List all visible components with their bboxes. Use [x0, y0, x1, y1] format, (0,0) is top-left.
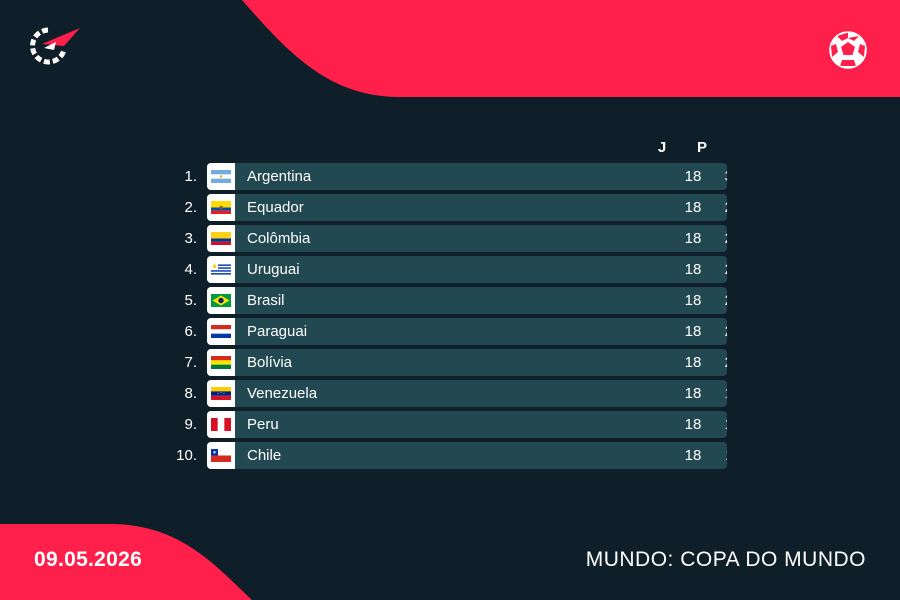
column-header-played: J	[657, 139, 667, 156]
standings-table: 1. Argentina 18 38 2. Equador 18 29 3. C…	[170, 163, 730, 473]
bottom-accent-shape	[0, 524, 252, 600]
venezuela-flag-icon	[207, 380, 235, 407]
points: 18	[717, 380, 727, 407]
games-played: 18	[684, 230, 702, 247]
games-played: 18	[684, 447, 702, 464]
brazil-flag-icon	[207, 287, 235, 314]
table-row[interactable]: 6. Paraguai 18 28	[170, 318, 730, 345]
points: 28	[717, 287, 727, 314]
games-played: 18	[684, 385, 702, 402]
games-played: 18	[684, 354, 702, 371]
games-played: 18	[684, 261, 702, 278]
points: 28	[717, 318, 727, 345]
points: 29	[717, 194, 727, 221]
rank-number: 3.	[184, 230, 197, 247]
row-bar: Bolívia 18 20	[207, 349, 727, 376]
rank-number: 6.	[184, 323, 197, 340]
uruguay-flag-icon	[207, 256, 235, 283]
table-row[interactable]: 7. Bolívia 18 20	[170, 349, 730, 376]
row-bar: Argentina 18 38	[207, 163, 727, 190]
rank-number: 4.	[184, 261, 197, 278]
points: 38	[717, 163, 727, 190]
rank-number: 8.	[184, 385, 197, 402]
row-bar: Uruguai 18 28	[207, 256, 727, 283]
table-row[interactable]: 2. Equador 18 29	[170, 194, 730, 221]
table-row[interactable]: 5. Brasil 18 28	[170, 287, 730, 314]
row-bar: Peru 18 12	[207, 411, 727, 438]
team-name: Paraguai	[247, 323, 308, 340]
ecuador-flag-icon	[207, 194, 235, 221]
row-bar: Venezuela 18 18	[207, 380, 727, 407]
table-row[interactable]: 4. Uruguai 18 28	[170, 256, 730, 283]
chile-flag-icon	[207, 442, 235, 469]
colombia-flag-icon	[207, 225, 235, 252]
table-row[interactable]: 10. Chile 18 11	[170, 442, 730, 469]
team-name: Uruguai	[247, 261, 300, 278]
row-bar: Colômbia 18 28	[207, 225, 727, 252]
points: 12	[717, 411, 727, 438]
rank-number: 5.	[184, 292, 197, 309]
soccer-ball-icon	[829, 31, 867, 69]
row-bar: Equador 18 29	[207, 194, 727, 221]
team-name: Brasil	[247, 292, 285, 309]
flashscore-logo-icon[interactable]	[28, 26, 82, 66]
rank-number: 10.	[176, 447, 197, 464]
row-bar: Brasil 18 28	[207, 287, 727, 314]
paraguay-flag-icon	[207, 318, 235, 345]
points: 28	[717, 256, 727, 283]
team-name: Venezuela	[247, 385, 318, 402]
team-name: Chile	[247, 447, 282, 464]
team-name: Argentina	[247, 168, 312, 185]
row-bar: Paraguai 18 28	[207, 318, 727, 345]
team-name: Peru	[247, 416, 279, 433]
table-row[interactable]: 3. Colômbia 18 28	[170, 225, 730, 252]
table-row[interactable]: 1. Argentina 18 38	[170, 163, 730, 190]
competition-name: MUNDO: COPA DO MUNDO	[585, 548, 866, 571]
team-name: Colômbia	[247, 230, 311, 247]
games-played: 18	[684, 416, 702, 433]
argentina-flag-icon	[207, 163, 235, 190]
bolivia-flag-icon	[207, 349, 235, 376]
points: 11	[717, 442, 727, 469]
column-header-points: P	[696, 139, 707, 156]
games-played: 18	[684, 168, 702, 185]
peru-flag-icon	[207, 411, 235, 438]
games-played: 18	[684, 323, 702, 340]
top-accent-shape	[242, 0, 900, 97]
rank-number: 7.	[184, 354, 197, 371]
team-name: Equador	[247, 199, 304, 216]
table-row[interactable]: 9. Peru 18 12	[170, 411, 730, 438]
games-played: 18	[684, 199, 702, 216]
table-row[interactable]: 8. Venezuela 18 18	[170, 380, 730, 407]
rank-number: 2.	[184, 199, 197, 216]
games-played: 18	[684, 292, 702, 309]
points: 20	[717, 349, 727, 376]
rank-number: 1.	[184, 168, 197, 185]
row-bar: Chile 18 11	[207, 442, 727, 469]
footer-date: 09.05.2026	[34, 548, 143, 571]
team-name: Bolívia	[247, 354, 293, 371]
points: 28	[717, 225, 727, 252]
rank-number: 9.	[184, 416, 197, 433]
